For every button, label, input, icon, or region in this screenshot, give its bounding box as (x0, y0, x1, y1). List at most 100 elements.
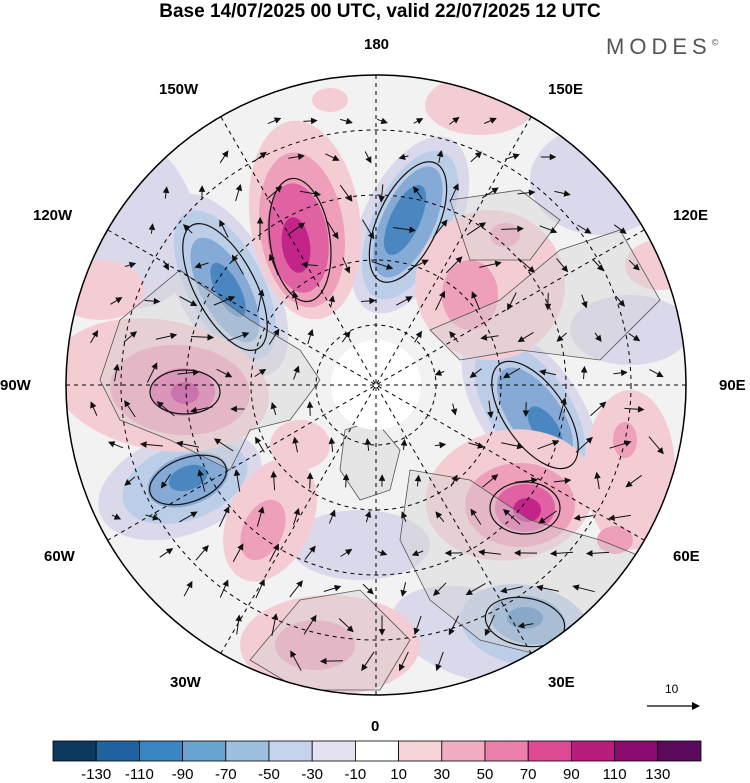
wind-arrow-head (637, 405, 645, 413)
wind-arrow-head (439, 290, 446, 299)
colorbar-label: 50 (476, 766, 494, 783)
wind-arrow-head (522, 410, 530, 418)
wind-arrow-head (176, 440, 184, 448)
wind-arrow-head (444, 549, 452, 557)
wind-arrow-head (433, 588, 441, 596)
lon-label-60w: 60W (44, 548, 75, 565)
streamline (484, 596, 566, 648)
wind-arrow-head (491, 187, 499, 194)
wind-arrow-head (400, 589, 407, 597)
wind-arrow-head (259, 151, 267, 159)
wind-arrow-head (113, 363, 120, 371)
anomaly-blob (383, 184, 427, 256)
wind-arrow-head (328, 295, 336, 303)
colorbar-label: 30 (433, 766, 451, 783)
wind-arrow-head (632, 263, 640, 271)
wind-arrow-head (435, 511, 443, 519)
wind-arrow-head (271, 613, 279, 621)
wind-arrow-head (275, 185, 283, 193)
anomaly-blob (597, 526, 633, 554)
wind-arrow-head (405, 296, 413, 303)
anomaly-blob (270, 420, 330, 470)
wind-arrow-head (624, 440, 632, 447)
wind-arrow-head (549, 550, 557, 557)
wind-arrow-head (207, 333, 215, 341)
wind-arrow-head (398, 153, 406, 160)
wind-arrow-head (272, 543, 279, 551)
wind-arrow-head (421, 259, 429, 266)
wind-arrow-head (194, 262, 202, 269)
wind-arrow-head (400, 438, 408, 446)
wind-arrow-head (544, 303, 552, 311)
wind-arrow-head (378, 628, 386, 636)
wind-arrow-head (270, 402, 277, 410)
wind-arrow-head (165, 548, 174, 555)
wind-arrow-head (332, 154, 340, 161)
wind-arrow-head (233, 469, 241, 477)
meridian (107, 229, 645, 541)
colorbar-label: -130 (81, 766, 112, 783)
wind-arrow-head (328, 437, 336, 445)
wind-arrow-head (124, 478, 132, 486)
wind-arrow-head (531, 477, 538, 484)
wind-arrow-head (115, 297, 123, 304)
wind-arrow-head (550, 227, 558, 234)
wind-arrow-head (380, 117, 388, 124)
wind-arrow-head (378, 195, 385, 203)
wind-arrow-head (367, 232, 375, 240)
wind-arrow-head (113, 513, 122, 520)
wind-arrow-head (596, 264, 604, 272)
brand-logo: MODES© (606, 34, 718, 60)
wind-arrow-head (258, 578, 265, 587)
wind-arrow-head (369, 297, 377, 305)
wind-arrow-head (656, 371, 664, 378)
wind-arrow-head (516, 442, 524, 450)
lon-label-90w: 90W (0, 377, 31, 394)
wind-arrow-head (517, 225, 524, 233)
lon-label-90e: 90E (719, 377, 746, 394)
colorbar-label: 90 (563, 766, 580, 783)
wind-arrow-head (91, 330, 99, 338)
wind-arrow-head (408, 226, 416, 234)
lon-label-0: 0 (371, 718, 380, 735)
wind-arrow-head (471, 291, 478, 299)
wind-arrow-head (222, 579, 229, 587)
wind-arrow-head (332, 231, 339, 240)
wind-arrow-head (527, 265, 536, 273)
meridian-lines (66, 75, 686, 695)
wind-arrow-head (156, 401, 164, 409)
wind-arrow-head (124, 400, 131, 408)
wind-arrow-head (139, 441, 147, 448)
wind-arrow-head (255, 436, 262, 445)
colorbar-label: -30 (301, 766, 324, 783)
wind-arrow-head (170, 332, 178, 340)
wind-arrow-head (293, 507, 301, 516)
wind-arrow-head (293, 365, 300, 373)
wind-arrow-head (152, 514, 160, 521)
wind-arrow-head (415, 118, 424, 125)
wind-arrow-head (270, 470, 278, 478)
wind-arrow-head (435, 663, 442, 672)
wind-arrow-head (549, 153, 557, 161)
wind-vectors (90, 116, 664, 672)
wind-arrow-head (306, 401, 314, 408)
wind-arrow-head (292, 436, 299, 444)
wind-arrow-head (90, 401, 97, 409)
wind-arrow-head (580, 365, 588, 373)
wind-arrow-head (411, 549, 420, 557)
wind-arrow-head (273, 117, 282, 124)
wind-arrow-head (470, 508, 477, 516)
wind-arrow-head (474, 151, 483, 159)
wind-arrow-head (452, 183, 459, 191)
anomaly-blob (442, 260, 498, 330)
streamline (149, 369, 221, 415)
wind-arrow-head (128, 261, 137, 269)
wind-arrow-head (190, 511, 198, 518)
wind-arrow-head (329, 509, 336, 517)
wind-arrow-head (502, 372, 511, 379)
wind-arrow-head (309, 545, 316, 553)
wind-arrow-head (449, 331, 456, 339)
wind-arrow-head (306, 472, 314, 480)
wind-arrow-head (560, 397, 567, 405)
wind-arrow-head (314, 190, 322, 198)
